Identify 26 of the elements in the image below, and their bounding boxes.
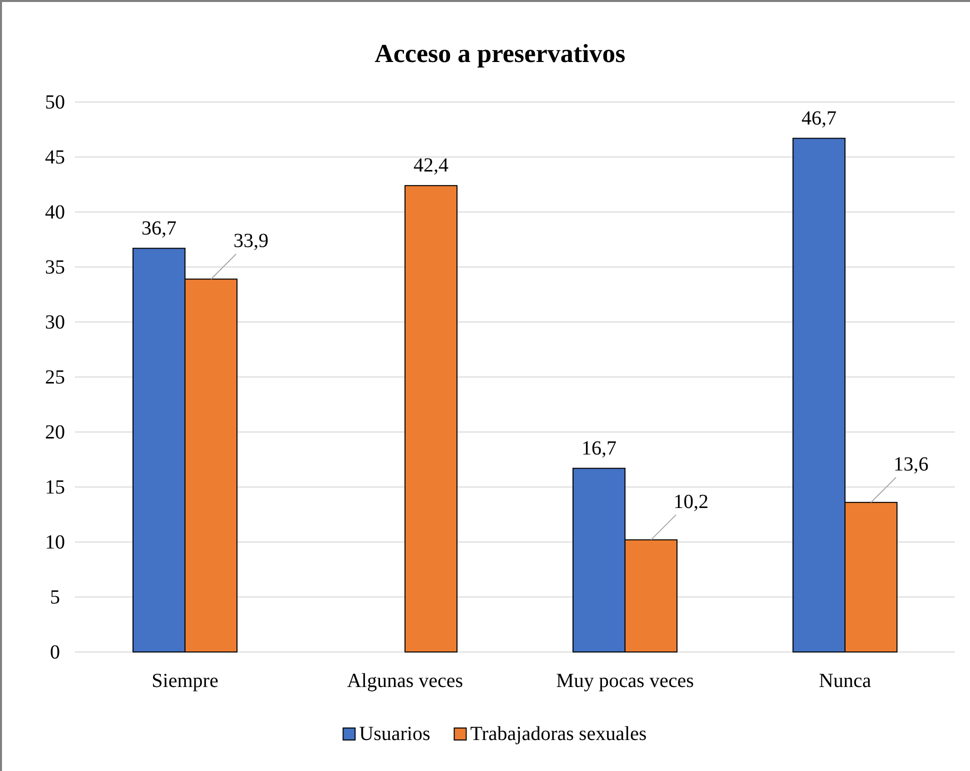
x-tick-label: Algunas veces — [346, 670, 464, 692]
data-label: 46,7 — [802, 107, 836, 130]
data-label: 16,7 — [582, 437, 616, 460]
x-tick-label: Muy pocas veces — [556, 670, 694, 692]
y-tick-label: 25 — [45, 366, 65, 388]
data-label: 13,6 — [894, 453, 928, 476]
chart-title: Acceso a preservativos — [374, 39, 626, 68]
y-tick-label: 15 — [45, 476, 65, 498]
data-label: 36,7 — [142, 217, 176, 240]
y-tick-label: 30 — [45, 311, 65, 334]
data-label: 10,2 — [674, 490, 708, 513]
y-tick-label: 50 — [45, 91, 65, 114]
y-tick-label: 40 — [45, 201, 65, 224]
legend-label: Usuarios — [359, 723, 430, 745]
y-tick-label: 0 — [50, 641, 60, 664]
bar — [404, 185, 458, 652]
data-label: 42,4 — [414, 154, 448, 177]
y-tick-label: 20 — [45, 421, 65, 444]
y-tick-label: 5 — [50, 586, 60, 608]
data-label: 33,9 — [234, 230, 268, 252]
x-tick-label: Siempre — [152, 670, 218, 692]
x-tick-label: Nunca — [818, 670, 872, 692]
y-tick-label: 10 — [45, 531, 65, 554]
legend-label: Trabajadoras sexuales — [470, 723, 647, 745]
y-tick-label: 45 — [45, 146, 65, 168]
y-tick-label: 35 — [45, 256, 65, 278]
